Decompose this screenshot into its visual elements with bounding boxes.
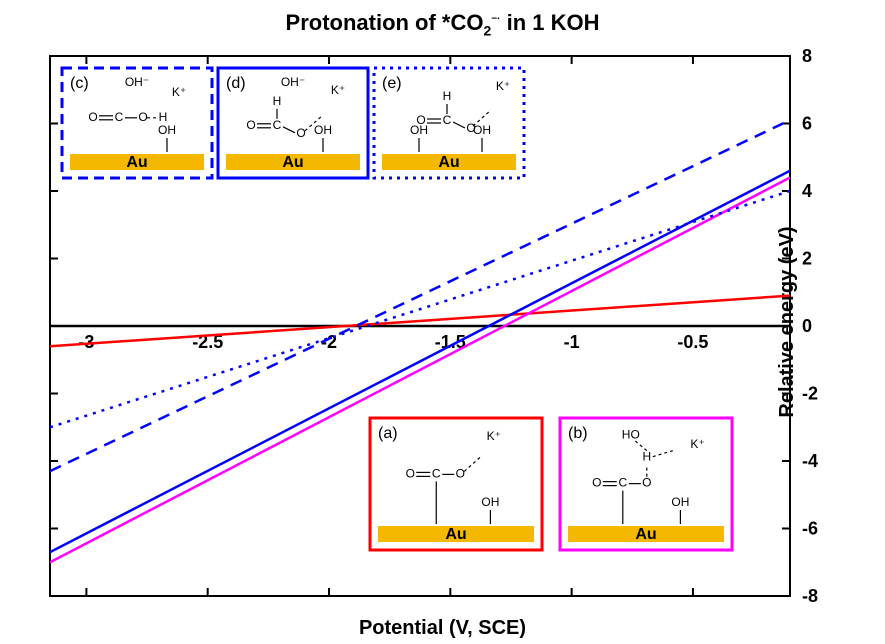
svg-text:(c): (c) [70,75,89,92]
svg-text:OH⁻: OH⁻ [281,75,305,89]
svg-text:0: 0 [802,316,812,336]
svg-text:Au: Au [635,526,656,543]
svg-text:C: C [443,113,452,127]
svg-text:(b): (b) [568,425,588,442]
svg-text:O: O [456,466,465,480]
svg-text:-8: -8 [802,586,818,606]
svg-text:OH: OH [158,123,176,137]
svg-text:(d): (d) [226,75,246,92]
svg-text:C: C [432,466,441,480]
svg-text:O: O [406,466,415,480]
svg-text:OH⁻: OH⁻ [125,75,149,89]
svg-text:-4: -4 [802,451,818,471]
svg-text:O: O [296,126,305,140]
chart-svg: -8-6-4-202468-3-2.5-2-1.5-1-0.5(c)AuOHOC… [0,0,885,644]
svg-text:C: C [273,118,282,132]
svg-text:2: 2 [802,249,812,269]
svg-text:Au: Au [438,154,459,171]
svg-text:-6: -6 [802,519,818,539]
svg-text:6: 6 [802,114,812,134]
svg-text:-2: -2 [802,384,818,404]
svg-text:8: 8 [802,46,812,66]
svg-text:-0.5: -0.5 [677,332,708,352]
svg-text:OH: OH [481,495,499,509]
svg-text:-3: -3 [78,332,94,352]
svg-text:O: O [466,121,475,135]
chart-container: Protonation of *CO2−· in 1 KOH Potential… [0,0,885,644]
svg-text:O: O [642,476,651,490]
svg-text:K⁺: K⁺ [690,437,704,451]
svg-text:K⁺: K⁺ [487,429,501,443]
svg-text:O: O [592,476,601,490]
svg-text:-1: -1 [564,332,580,352]
svg-text:K⁺: K⁺ [331,83,345,97]
svg-text:H: H [443,89,452,103]
svg-text:H: H [642,450,651,464]
svg-text:Au: Au [126,154,147,171]
svg-text:(a): (a) [378,425,398,442]
svg-text:(e): (e) [382,75,402,92]
svg-text:C: C [115,110,124,124]
svg-text:HO: HO [622,428,640,442]
svg-text:Au: Au [445,526,466,543]
svg-text:H: H [273,94,282,108]
svg-text:O: O [138,110,147,124]
svg-text:OH: OH [314,123,332,137]
svg-text:O: O [246,118,255,132]
svg-text:O: O [88,110,97,124]
svg-text:OH: OH [671,495,689,509]
svg-text:K⁺: K⁺ [172,85,186,99]
svg-text:OH: OH [473,123,491,137]
svg-text:O: O [416,113,425,127]
svg-text:K⁺: K⁺ [496,79,510,93]
svg-text:Au: Au [282,154,303,171]
svg-text:4: 4 [802,181,812,201]
svg-text:H: H [159,110,168,124]
svg-text:C: C [618,476,627,490]
